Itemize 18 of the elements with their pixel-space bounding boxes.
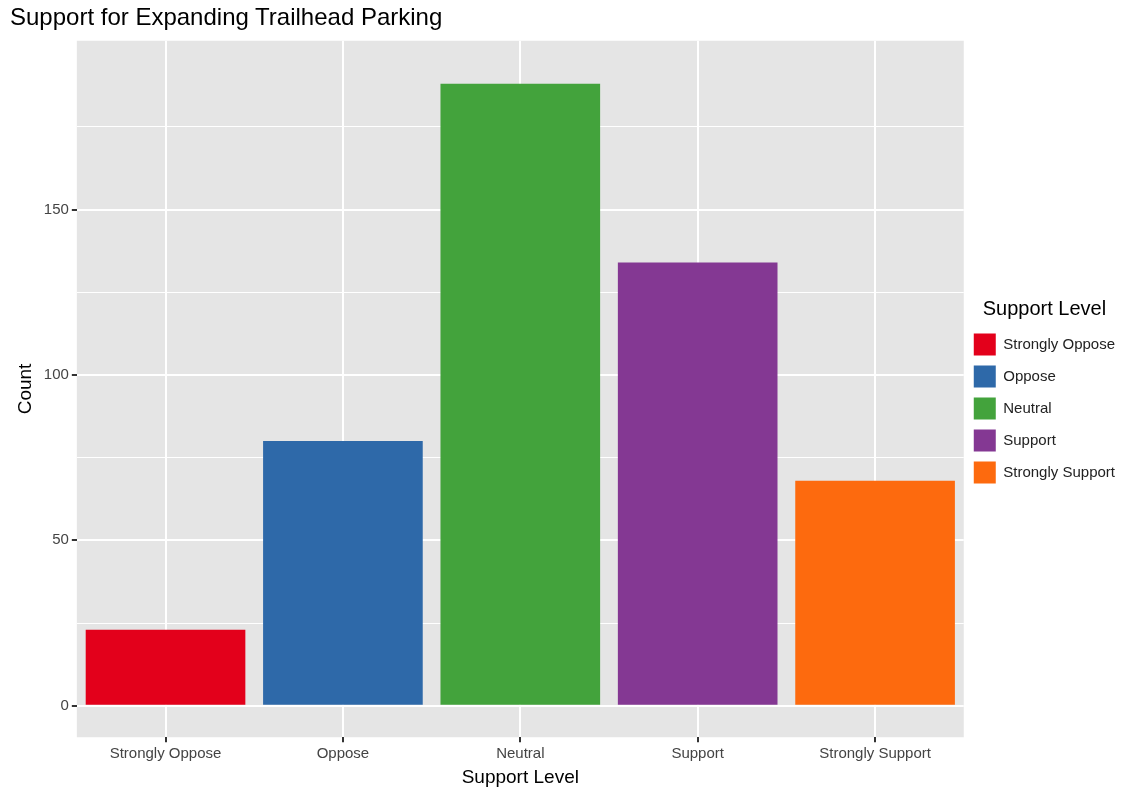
x-tick-label: Oppose <box>316 744 370 762</box>
y-tick-label: 50 <box>52 530 69 548</box>
y-tick-label: 150 <box>43 199 69 217</box>
legend-title: Support Level <box>982 297 1107 320</box>
legend-label: Oppose <box>1003 366 1056 384</box>
legend-label: Strongly Support <box>1003 462 1116 480</box>
x-tick-label: Neutral <box>496 744 545 762</box>
x-tick-label: Strongly Support <box>819 744 932 762</box>
x-tick-label: Support <box>671 744 725 762</box>
x-axis-title: Support Level <box>461 765 579 787</box>
y-tick-label: 0 <box>60 695 69 713</box>
legend-label: Strongly Oppose <box>1003 334 1115 352</box>
y-axis-title: Count <box>13 362 35 415</box>
y-tick-label: 100 <box>43 365 69 383</box>
legend-label: Support <box>1003 430 1057 448</box>
legend-label: Neutral <box>1003 398 1052 416</box>
chart-title: Support for Expanding Trailhead Parking <box>10 3 443 31</box>
x-tick-label: Strongly Oppose <box>109 744 222 762</box>
